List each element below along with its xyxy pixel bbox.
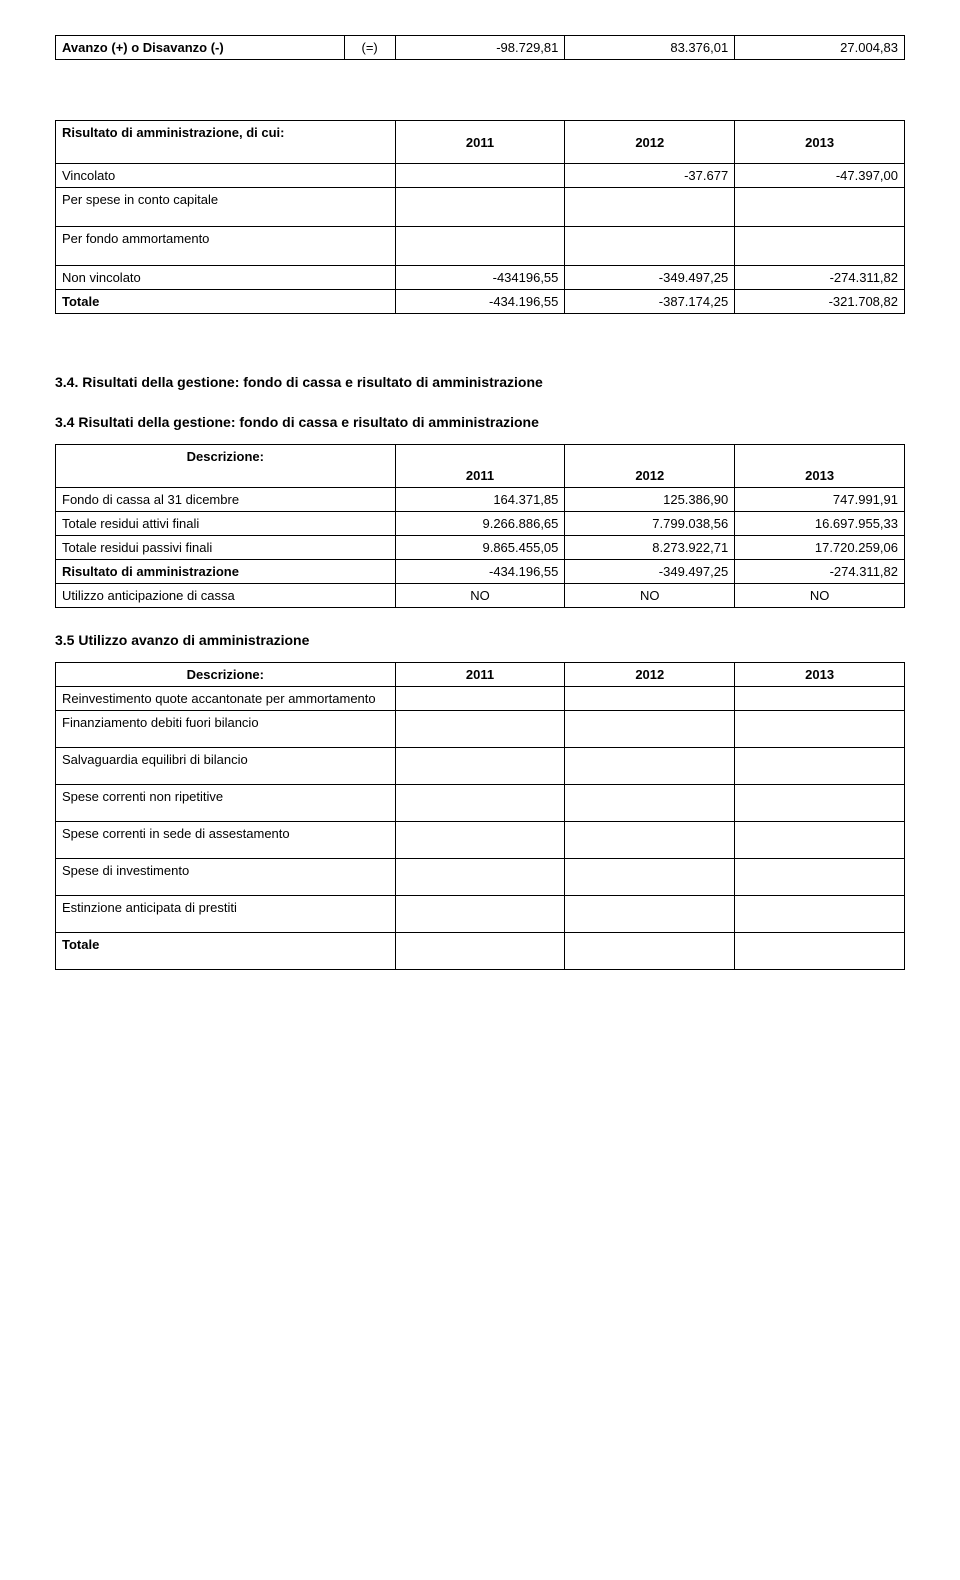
cell: [395, 785, 565, 822]
year-2011: 2011: [395, 121, 565, 164]
section-35-title: 3.5 Utilizzo avanzo di amministrazione: [55, 632, 905, 648]
utilizzo-avanzo-table: Descrizione: 2011 2012 2013 Reinvestimen…: [55, 662, 905, 970]
descrizione-header: Descrizione:: [56, 445, 396, 488]
non-vincolato-v3: -274.311,82: [735, 266, 905, 290]
section-34b-title: 3.4 Risultati della gestione: fondo di c…: [55, 414, 905, 430]
cell: [395, 933, 565, 970]
residui-passivi-label: Totale residui passivi finali: [56, 536, 396, 560]
vincolato-v1: [395, 164, 565, 188]
totale-v1: -434.196,55: [395, 290, 565, 314]
cell: [565, 748, 735, 785]
totale-label: Totale: [56, 933, 396, 970]
spese-conto-capitale-label: Per spese in conto capitale: [56, 188, 396, 227]
vincolato-v3: -47.397,00: [735, 164, 905, 188]
risultato-amm-v2: -349.497,25: [565, 560, 735, 584]
non-vincolato-label: Non vincolato: [56, 266, 396, 290]
residui-attivi-label: Totale residui attivi finali: [56, 512, 396, 536]
risultato-amm-v3: -274.311,82: [735, 560, 905, 584]
vincolato-label: Vincolato: [56, 164, 396, 188]
avanzo-label: Avanzo (+) o Disavanzo (-): [56, 36, 345, 60]
cell: [395, 227, 565, 266]
non-vincolato-v1: -434196,55: [395, 266, 565, 290]
residui-passivi-v3: 17.720.259,06: [735, 536, 905, 560]
fondo-cassa-v3: 747.991,91: [735, 488, 905, 512]
cell: [735, 748, 905, 785]
risultato-header-label: Risultato di amministrazione, di cui:: [56, 121, 396, 164]
cell: [735, 687, 905, 711]
cell: [565, 822, 735, 859]
totale-v3: -321.708,82: [735, 290, 905, 314]
cell: [395, 711, 565, 748]
residui-passivi-v1: 9.865.455,05: [395, 536, 565, 560]
cell: [565, 227, 735, 266]
spese-investimento-label: Spese di investimento: [56, 859, 396, 896]
cell: [735, 933, 905, 970]
cell: [565, 711, 735, 748]
year-2013: 2013: [735, 663, 905, 687]
cell: [735, 859, 905, 896]
avanzo-v1: -98.729,81: [395, 36, 565, 60]
cell: [565, 188, 735, 227]
gestione-table: Descrizione: 2011 2012 2013 Fondo di cas…: [55, 444, 905, 608]
year-2011: 2011: [395, 663, 565, 687]
cell: [565, 785, 735, 822]
cell: [395, 748, 565, 785]
residui-attivi-v1: 9.266.886,65: [395, 512, 565, 536]
avanzo-v2: 83.376,01: [565, 36, 735, 60]
residui-passivi-v2: 8.273.922,71: [565, 536, 735, 560]
cell: [395, 859, 565, 896]
avanzo-v3: 27.004,83: [735, 36, 905, 60]
descrizione-header: Descrizione:: [56, 663, 396, 687]
year-2012: 2012: [565, 121, 735, 164]
totale-label: Totale: [56, 290, 396, 314]
cell: [395, 896, 565, 933]
year-2012: 2012: [565, 663, 735, 687]
cell: [565, 896, 735, 933]
non-vincolato-v2: -349.497,25: [565, 266, 735, 290]
salvaguardia-label: Salvaguardia equilibri di bilancio: [56, 748, 396, 785]
cell: [395, 687, 565, 711]
fondo-cassa-v2: 125.386,90: [565, 488, 735, 512]
cell: [735, 188, 905, 227]
residui-attivi-v2: 7.799.038,56: [565, 512, 735, 536]
cell: [735, 785, 905, 822]
year-2012: 2012: [565, 445, 735, 488]
cell: [565, 687, 735, 711]
estinzione-label: Estinzione anticipata di prestiti: [56, 896, 396, 933]
cell: [735, 227, 905, 266]
reinvestimento-label: Reinvestimento quote accantonate per amm…: [56, 687, 396, 711]
cell: [395, 822, 565, 859]
equals-symbol: (=): [344, 36, 395, 60]
finanziamento-debiti-label: Finanziamento debiti fuori bilancio: [56, 711, 396, 748]
risultato-amm-label: Risultato di amministrazione: [56, 560, 396, 584]
cell: [565, 933, 735, 970]
year-2013: 2013: [735, 121, 905, 164]
risultato-amm-v1: -434.196,55: [395, 560, 565, 584]
fondo-cassa-v1: 164.371,85: [395, 488, 565, 512]
cell: [735, 822, 905, 859]
avanzo-table: Avanzo (+) o Disavanzo (-) (=) -98.729,8…: [55, 35, 905, 60]
year-2013: 2013: [735, 445, 905, 488]
risultato-amministrazione-table: Risultato di amministrazione, di cui: 20…: [55, 120, 905, 314]
cell: [395, 188, 565, 227]
fondo-ammortamento-label: Per fondo ammortamento: [56, 227, 396, 266]
vincolato-v2: -37.677: [565, 164, 735, 188]
anticipazione-cassa-v3: NO: [735, 584, 905, 608]
spese-correnti-assest-label: Spese correnti in sede di assestamento: [56, 822, 396, 859]
cell: [735, 711, 905, 748]
anticipazione-cassa-v2: NO: [565, 584, 735, 608]
cell: [735, 896, 905, 933]
fondo-cassa-label: Fondo di cassa al 31 dicembre: [56, 488, 396, 512]
cell: [565, 859, 735, 896]
totale-v2: -387.174,25: [565, 290, 735, 314]
spese-correnti-non-rip-label: Spese correnti non ripetitive: [56, 785, 396, 822]
section-34-title: 3.4. Risultati della gestione: fondo di …: [55, 374, 905, 390]
anticipazione-cassa-label: Utilizzo anticipazione di cassa: [56, 584, 396, 608]
residui-attivi-v3: 16.697.955,33: [735, 512, 905, 536]
year-2011: 2011: [395, 445, 565, 488]
anticipazione-cassa-v1: NO: [395, 584, 565, 608]
